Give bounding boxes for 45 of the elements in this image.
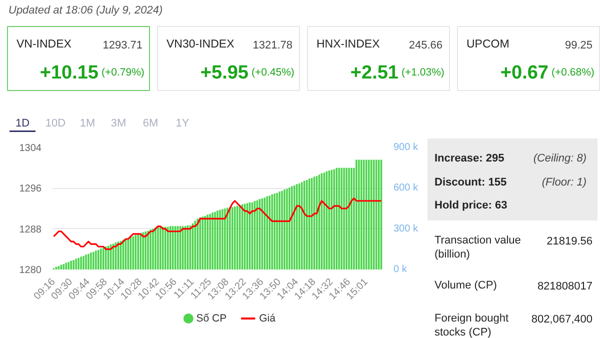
text: 1Y (176, 118, 190, 130)
text: HNX-INDEX (316, 38, 380, 50)
text: 821808017 (537, 280, 593, 292)
legend-label: Số CP (196, 312, 227, 324)
text: Foreign bought stocks (CP) (434, 312, 508, 338)
text: 3M (110, 118, 126, 130)
text: 10D (45, 118, 66, 130)
text: +2.51 (350, 62, 399, 84)
text: Discount: 155 (434, 176, 507, 188)
y2-tick-label: 300 k (394, 223, 419, 234)
y-tick-label: 1280 (19, 265, 42, 276)
text: VN-INDEX (16, 38, 72, 50)
text: 6M (142, 118, 158, 130)
y2-tick-label: 600 k (394, 182, 419, 194)
text: Transaction value (billion) (434, 234, 521, 260)
y2-tick-label: 0 k (394, 264, 408, 275)
text: 1D (15, 118, 30, 130)
text: 1M (80, 118, 96, 130)
text: Volume (CP) (434, 280, 497, 292)
text: +10.15 (40, 62, 99, 84)
y2-tick-label: 900 k (394, 142, 419, 153)
text: 99.25 (564, 40, 593, 52)
text: 1293.71 (102, 40, 143, 52)
text: (+1.03%) (402, 66, 444, 78)
text: 802,067,400 (531, 314, 592, 326)
text: +5.95 (200, 62, 249, 84)
legend-label: Giá (259, 312, 276, 324)
text: Increase: 295 (434, 152, 504, 164)
text: Updated at 18:06 (July 9, 2024) (8, 4, 163, 16)
text: 21819.56 (546, 236, 593, 248)
line-series (52, 198, 382, 250)
text: (+0.45%) (252, 66, 294, 78)
text: +0.67 (500, 62, 549, 84)
text: 1321.78 (252, 40, 293, 52)
y-tick-label: 1296 (19, 184, 42, 195)
text: 245.66 (408, 40, 443, 52)
text: (Floor: 1) (542, 176, 587, 188)
y-tick-label: 1304 (19, 143, 42, 154)
text: Hold price: 63 (434, 200, 508, 212)
text: (Ceiling: 8) (533, 152, 587, 164)
text: (+0.68%) (552, 66, 594, 78)
text: UPCOM (466, 38, 510, 50)
y-tick-label: 1288 (19, 224, 42, 236)
text: (+0.79%) (102, 66, 144, 78)
text: VN30-INDEX (166, 38, 235, 50)
